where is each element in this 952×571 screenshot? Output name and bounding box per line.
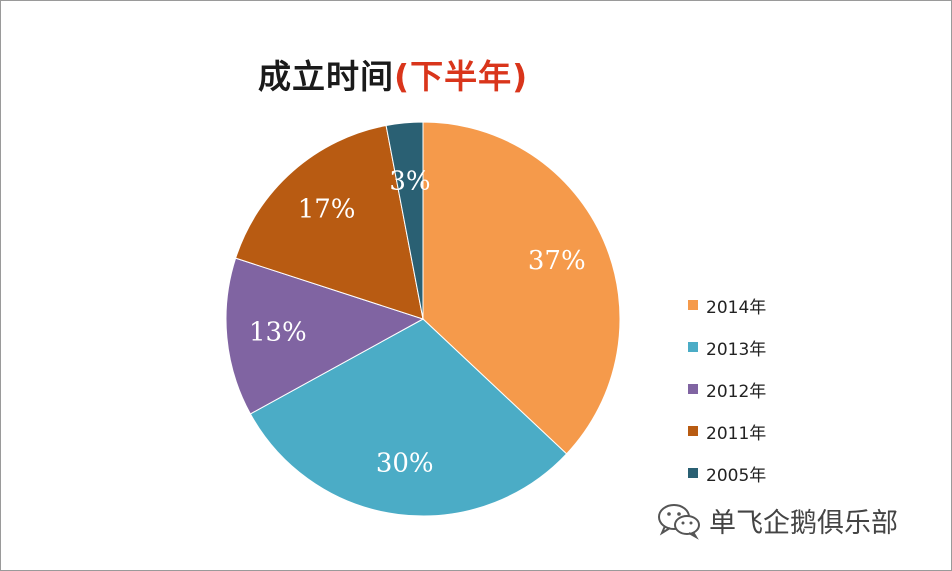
- watermark-text: 单飞企鹅俱乐部: [709, 507, 898, 539]
- pie-slice-2011年: [235, 124, 424, 320]
- chart-subtitle: (下半年): [394, 57, 529, 96]
- chart-title-main: 成立时间: [258, 57, 394, 96]
- chart-legend: 2014年 2013年 2012年 2011年 2005年: [688, 284, 766, 494]
- legend-swatch: [688, 426, 698, 436]
- legend-item-2012年: 2012年: [688, 368, 766, 410]
- legend-item-2011年: 2011年: [688, 410, 766, 452]
- legend-item-2005年: 2005年: [688, 452, 766, 494]
- legend-item-2014年: 2014年: [688, 284, 766, 326]
- pie-slice-2012年: [225, 257, 425, 415]
- legend-label: 2013年: [706, 339, 767, 360]
- pie-slice-2013年: [249, 318, 568, 517]
- legend-swatch: [688, 300, 698, 310]
- chart-title: 成立时间(下半年): [258, 50, 528, 98]
- legend-label: 2014年: [706, 297, 767, 318]
- pie-label-2012年: 13%: [249, 318, 307, 348]
- pie-label-2014年: 37%: [528, 246, 586, 276]
- watermark: 单飞企鹅俱乐部: [655, 500, 898, 540]
- legend-item-2013年: 2013年: [688, 326, 766, 368]
- legend-swatch: [688, 468, 698, 478]
- pie-label-2005年: 3%: [389, 167, 430, 197]
- pie-slice-2014年: [422, 121, 621, 455]
- legend-swatch: [688, 384, 698, 394]
- legend-label: 2012年: [706, 381, 767, 402]
- pie-label-2011年: 17%: [298, 195, 356, 225]
- pie-slice-2005年: [385, 121, 424, 320]
- pie-label-2013年: 30%: [376, 449, 434, 479]
- legend-label: 2011年: [706, 423, 767, 444]
- legend-label: 2005年: [706, 465, 767, 486]
- legend-swatch: [688, 342, 698, 352]
- wechat-icon: [658, 504, 700, 540]
